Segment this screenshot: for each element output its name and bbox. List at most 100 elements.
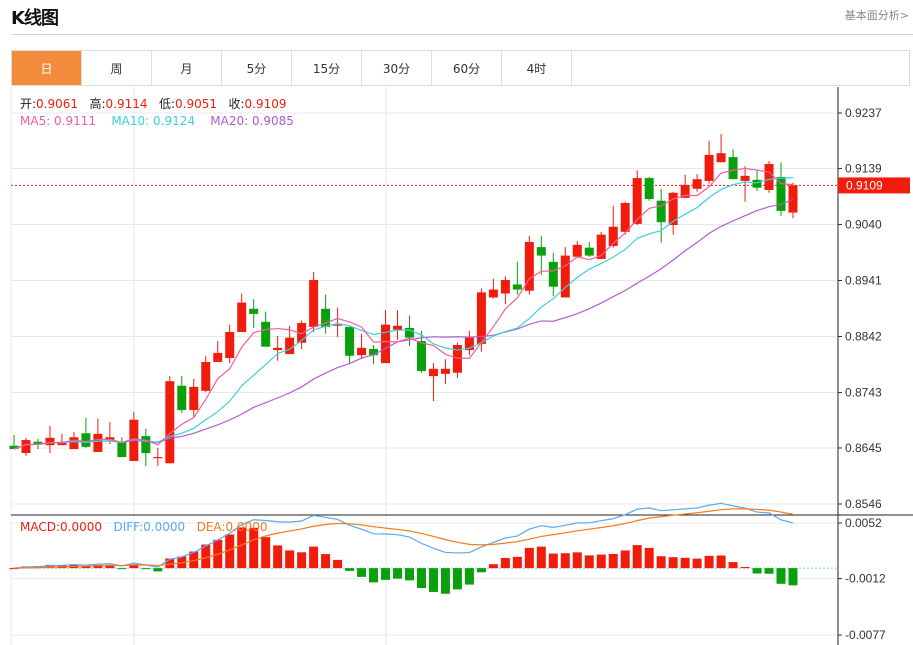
macd-bar — [620, 550, 630, 569]
candle-body — [656, 200, 666, 223]
macd-bar — [249, 527, 259, 569]
candle-body — [728, 157, 738, 180]
candle-body — [357, 347, 367, 356]
ma10-line — [13, 176, 794, 450]
candle-body — [788, 185, 798, 213]
candle-body — [488, 289, 498, 298]
tab-4hour[interactable]: 4时 — [502, 51, 572, 85]
candle-body — [704, 154, 714, 181]
candle-body — [153, 457, 163, 459]
macd-bar — [117, 568, 127, 570]
candle-body — [9, 445, 19, 450]
macd-bar — [189, 551, 199, 569]
price-tick-label: 0.8743 — [845, 386, 882, 400]
candle-body — [500, 279, 510, 294]
macd-bar — [776, 568, 786, 584]
macd-bar — [656, 556, 666, 569]
macd-bar — [333, 559, 343, 569]
candle-body — [117, 441, 127, 458]
macd-bar — [153, 568, 163, 572]
macd-tick-label: -0.0077 — [845, 628, 886, 642]
candle-body — [764, 163, 774, 190]
candle-body — [249, 308, 259, 314]
candle-body — [273, 347, 283, 351]
candle-body — [105, 437, 115, 441]
close-label: 收: — [228, 97, 245, 111]
candle-body — [548, 261, 558, 287]
last-price-tag — [838, 177, 910, 194]
dea-value: DEA:0.0000 — [196, 520, 268, 534]
diff-value: DIFF:0.0000 — [113, 520, 186, 534]
last-price-label: 0.9109 — [846, 178, 883, 192]
tab-5min[interactable]: 5分 — [222, 51, 292, 85]
macd-bar — [285, 550, 295, 569]
candle-body — [428, 368, 438, 377]
candle-body — [416, 341, 426, 372]
macd-bar — [464, 568, 474, 585]
candle-body — [177, 385, 187, 411]
candle-body — [644, 178, 654, 200]
candle-body — [620, 202, 630, 232]
macd-bar — [201, 544, 211, 569]
candle-body — [93, 433, 103, 452]
macd-bar — [81, 566, 91, 569]
candle-body — [692, 179, 702, 189]
candle-body — [752, 179, 762, 188]
macd-bar — [428, 568, 438, 592]
tab-30min[interactable]: 30分 — [362, 51, 432, 85]
candle-body — [668, 192, 678, 226]
candle-body — [464, 337, 474, 351]
page-title: K线图 — [11, 8, 59, 29]
candle-body — [297, 322, 307, 343]
price-tick-label: 0.9237 — [845, 106, 882, 120]
macd-bar — [584, 555, 594, 569]
macd-bar — [345, 568, 355, 571]
close-value: 0.9109 — [244, 97, 287, 111]
candle-body — [69, 437, 79, 450]
candle-body — [524, 242, 534, 291]
macd-bar — [476, 568, 486, 573]
dea-line — [13, 508, 794, 569]
macd-bar — [309, 546, 319, 569]
ma5-line — [13, 167, 794, 450]
ohlc-readout: 开:0.9061 高:0.9114 低:0.9051 收:0.9109 — [20, 95, 287, 112]
price-tick-label: 0.9139 — [845, 161, 882, 175]
tab-week[interactable]: 周 — [82, 51, 152, 85]
candle-body — [381, 324, 391, 364]
macd-bar — [273, 545, 283, 569]
macd-bar — [608, 553, 618, 569]
macd-bar — [440, 568, 450, 594]
tab-day[interactable]: 日 — [12, 51, 82, 85]
tab-15min[interactable]: 15分 — [292, 51, 362, 85]
macd-bar — [225, 534, 235, 569]
tab-60min[interactable]: 60分 — [432, 51, 502, 85]
macd-bar — [321, 554, 331, 569]
macd-bar — [381, 568, 391, 580]
candle-body — [776, 176, 786, 211]
candle-body — [440, 368, 450, 374]
fundamental-analysis-link[interactable]: 基本面分析> — [844, 9, 909, 22]
macd-bar — [680, 557, 690, 569]
macd-bar — [632, 545, 642, 569]
divider — [11, 34, 913, 35]
ma20-value: MA20: 0.9085 — [210, 114, 294, 128]
candle-body — [189, 386, 199, 411]
macd-bar — [105, 564, 115, 569]
open-value: 0.9061 — [36, 97, 79, 111]
candle-body — [560, 255, 570, 298]
macd-bar — [237, 527, 247, 569]
low-label: 低: — [159, 97, 176, 111]
macd-bar — [261, 537, 271, 569]
candle-body — [213, 352, 223, 362]
macd-bar — [524, 547, 534, 569]
high-value: 0.9114 — [105, 97, 148, 111]
tab-month[interactable]: 月 — [152, 51, 222, 85]
high-label: 高: — [89, 97, 106, 111]
macd-bar — [45, 564, 55, 569]
candle-body — [680, 184, 690, 198]
price-tick-label: 0.8842 — [845, 330, 882, 344]
ma20-line — [13, 198, 794, 450]
macd-value: MACD:0.0000 — [20, 520, 103, 534]
